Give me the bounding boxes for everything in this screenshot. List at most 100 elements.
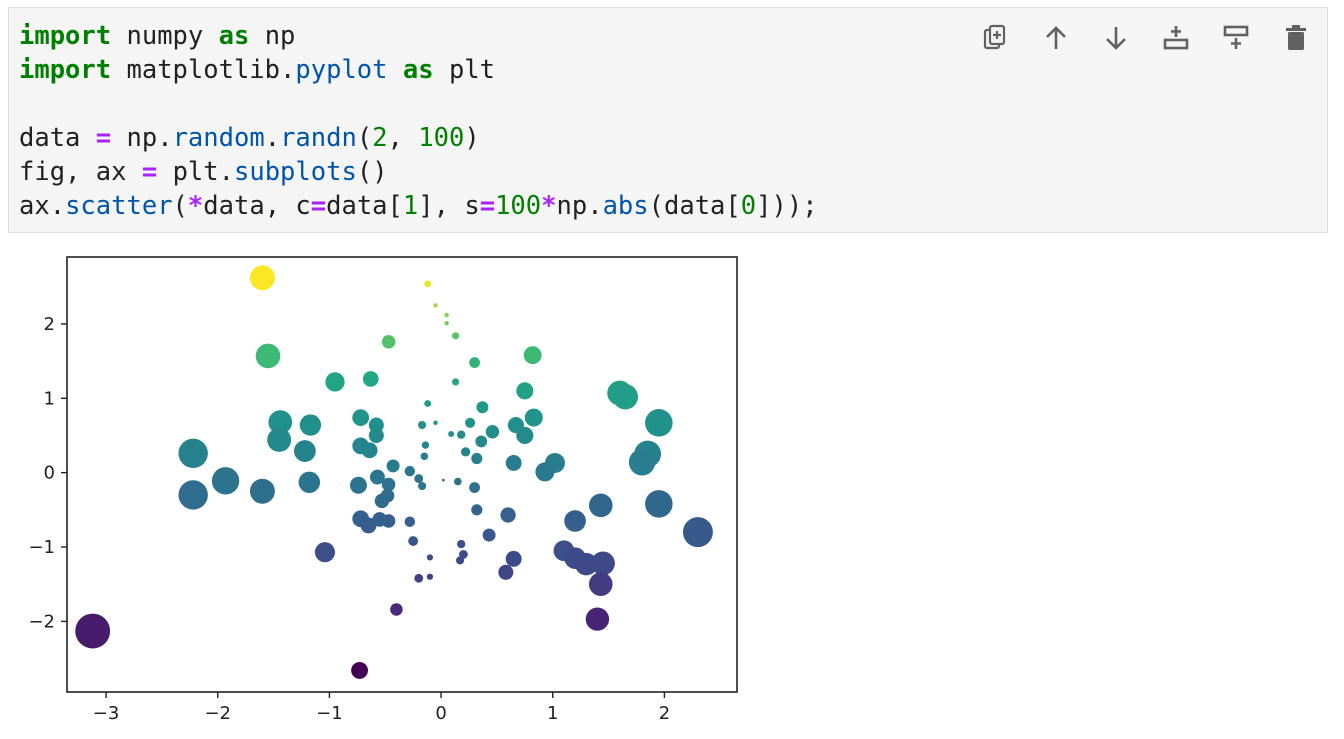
code-token: data bbox=[19, 123, 81, 153]
scatter-point bbox=[612, 384, 639, 410]
arrow-down-icon bbox=[1106, 27, 1126, 50]
arrow-down-button[interactable] bbox=[1099, 21, 1133, 55]
code-cell[interactable]: import numpy as np import matplotlib.pyp… bbox=[8, 7, 1328, 233]
code-token: ] bbox=[418, 191, 434, 221]
code-token: random bbox=[172, 123, 265, 153]
scatter-point bbox=[390, 603, 403, 616]
scatter-point bbox=[381, 514, 396, 528]
scatter-point bbox=[500, 507, 516, 523]
scatter-point bbox=[249, 265, 275, 291]
scatter-point bbox=[408, 536, 419, 546]
code-token bbox=[111, 123, 126, 153]
code-line-2: import matplotlib.pyplot as plt bbox=[19, 55, 495, 85]
scatter-point bbox=[75, 613, 111, 649]
code-token: ) bbox=[372, 157, 388, 187]
scatter-point bbox=[588, 493, 613, 518]
y-tick-label: 1 bbox=[44, 388, 55, 409]
scatter-point bbox=[469, 357, 480, 368]
trash-icon bbox=[1286, 25, 1306, 50]
code-token: ax bbox=[95, 157, 127, 187]
scatter-point bbox=[585, 607, 610, 631]
code-token bbox=[403, 123, 418, 153]
code-token: as bbox=[218, 21, 250, 51]
code-token: data bbox=[326, 191, 388, 221]
code-token: . bbox=[157, 123, 173, 153]
code-token bbox=[111, 21, 126, 51]
x-tick-label: 2 bbox=[659, 703, 670, 724]
code-token: ax bbox=[19, 191, 50, 221]
code-token: c bbox=[295, 191, 311, 221]
scatter-point bbox=[255, 343, 281, 369]
scatter-point bbox=[211, 467, 240, 495]
code-token: plt bbox=[448, 55, 495, 85]
scatter-point bbox=[454, 477, 462, 486]
insert-above-button[interactable] bbox=[1159, 21, 1193, 55]
duplicate-button[interactable] bbox=[979, 21, 1013, 55]
code-token: , bbox=[387, 123, 403, 153]
scatter-point bbox=[424, 400, 432, 407]
scatter-point bbox=[381, 477, 396, 492]
scatter-point bbox=[535, 462, 555, 482]
scatter-point bbox=[268, 410, 293, 434]
code-token: ( bbox=[648, 191, 664, 221]
code-line-1: import numpy as np bbox=[19, 21, 295, 51]
code-token bbox=[249, 21, 264, 51]
code-token: [ bbox=[387, 191, 403, 221]
code-token: data bbox=[663, 191, 726, 221]
code-token: np bbox=[126, 123, 158, 153]
code-token bbox=[80, 157, 95, 187]
insert-below-button[interactable] bbox=[1219, 21, 1253, 55]
scatter-point bbox=[293, 440, 316, 462]
duplicate-icon bbox=[983, 24, 1006, 50]
code-token: . bbox=[280, 55, 296, 85]
code-token: plt bbox=[172, 157, 219, 187]
code-token: s bbox=[464, 191, 480, 221]
scatter-points bbox=[75, 265, 713, 679]
scatter-point bbox=[362, 371, 379, 387]
code-editor[interactable]: import numpy as np import matplotlib.pyp… bbox=[19, 19, 818, 223]
scatter-point bbox=[471, 504, 483, 516]
scatter-point bbox=[465, 417, 476, 428]
trash-button[interactable] bbox=[1279, 21, 1313, 55]
scatter-point bbox=[178, 480, 208, 510]
scatter-point bbox=[564, 510, 586, 532]
scatter-point bbox=[645, 490, 673, 518]
scatter-point bbox=[426, 554, 434, 561]
y-tick-label: −1 bbox=[28, 537, 55, 558]
scatter-point bbox=[369, 469, 385, 485]
scatter-point bbox=[523, 346, 542, 365]
scatter-point bbox=[591, 551, 615, 576]
code-token: matplotlib bbox=[126, 55, 281, 85]
scatter-point bbox=[352, 409, 370, 426]
code-token: np bbox=[556, 191, 588, 221]
x-tick-label: −2 bbox=[204, 703, 231, 724]
code-token: ) bbox=[771, 191, 787, 221]
code-token bbox=[111, 55, 126, 85]
scatter-point bbox=[433, 303, 438, 308]
scatter-point bbox=[524, 408, 543, 427]
code-token bbox=[203, 21, 218, 51]
code-token: ; bbox=[802, 191, 818, 221]
scatter-point bbox=[471, 452, 483, 465]
x-tick-label: −3 bbox=[93, 703, 120, 724]
code-token: as bbox=[402, 55, 434, 85]
scatter-point bbox=[456, 539, 466, 549]
code-token: import bbox=[19, 21, 112, 51]
x-tick-label: 1 bbox=[547, 703, 558, 724]
cell-toolbar bbox=[979, 21, 1313, 55]
code-token: ) bbox=[464, 123, 480, 153]
code-token: [ bbox=[725, 191, 741, 221]
scatter-point bbox=[178, 438, 208, 469]
scatter-point bbox=[299, 414, 322, 436]
code-token: ( bbox=[356, 157, 373, 187]
scatter-point bbox=[360, 517, 377, 534]
scatter-point bbox=[441, 478, 445, 482]
scatter-point bbox=[433, 420, 438, 426]
scatter-point bbox=[448, 431, 455, 437]
scatter-point bbox=[381, 335, 396, 349]
scatter-point bbox=[516, 382, 534, 400]
code-token: 0 bbox=[740, 191, 757, 221]
scatter-point bbox=[461, 447, 471, 457]
scatter-point bbox=[418, 420, 427, 430]
arrow-up-button[interactable] bbox=[1039, 21, 1073, 55]
